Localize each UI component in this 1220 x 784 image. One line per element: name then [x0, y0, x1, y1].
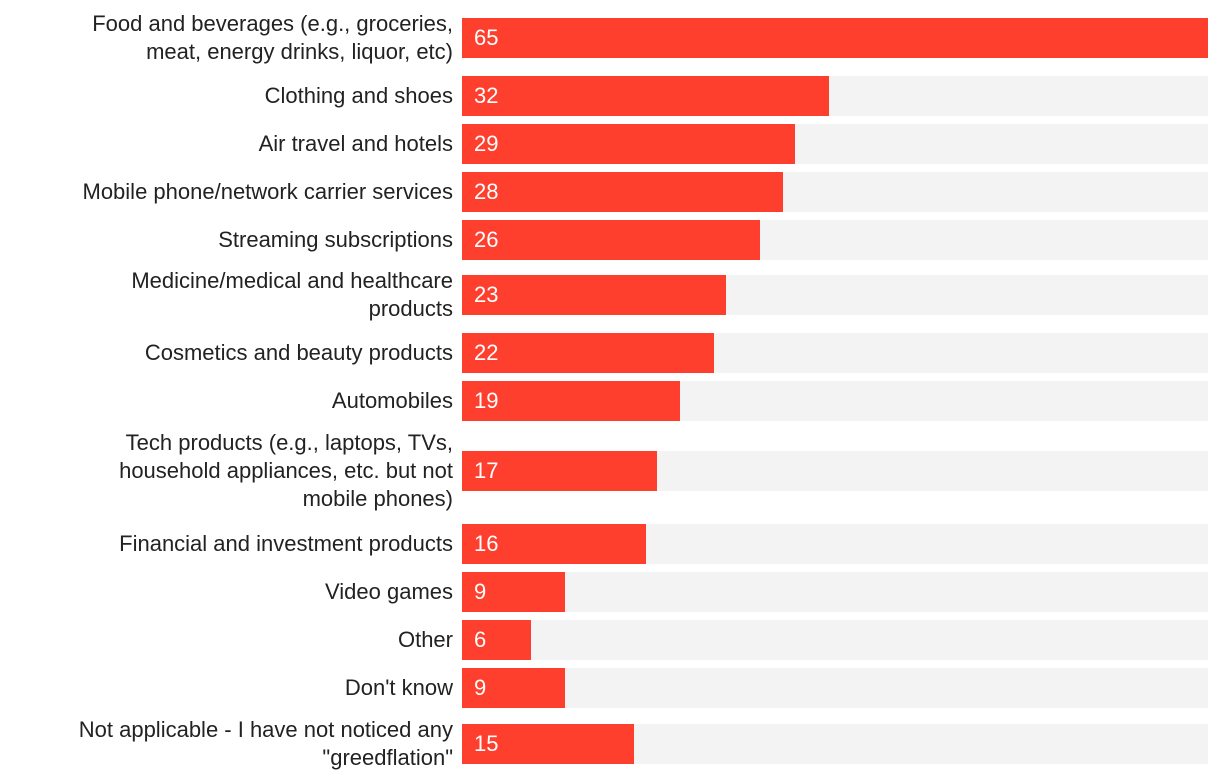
bar-track: 6	[462, 620, 1208, 660]
bar-track: 15	[462, 724, 1208, 764]
bar-row: Tech products (e.g., laptops, TVs, house…	[0, 429, 1220, 513]
category-label: Cosmetics and beauty products	[144, 340, 453, 365]
category-label: Tech products (e.g., laptops, TVs, house…	[119, 430, 453, 511]
value-label: 32	[474, 83, 499, 108]
value-label: 15	[474, 731, 499, 756]
bar-track: 9	[462, 668, 1208, 708]
bar	[462, 451, 658, 491]
bar-row: Financial and investment products 16	[0, 524, 1220, 564]
value-label: 6	[474, 627, 487, 652]
bar-track: 16	[462, 524, 1208, 564]
category-label: Clothing and shoes	[264, 83, 453, 108]
bar-track: 29	[462, 124, 1208, 164]
bar-row: Air travel and hotels 29	[0, 124, 1220, 164]
value-label: 16	[474, 531, 499, 556]
bar	[462, 18, 1208, 58]
value-label: 29	[474, 131, 499, 156]
bar	[462, 76, 830, 116]
bar-track: 17	[462, 451, 1208, 491]
bar-track: 23	[462, 275, 1208, 315]
bar	[462, 172, 784, 212]
bar-track: 9	[462, 572, 1208, 612]
bar	[462, 220, 761, 260]
bar-row: Clothing and shoes 32	[0, 76, 1220, 116]
bar-track: 32	[462, 76, 1208, 116]
bar-track: 26	[462, 220, 1208, 260]
category-label: Streaming subscriptions	[218, 227, 453, 252]
bar	[462, 124, 795, 164]
category-label: Mobile phone/network carrier services	[82, 179, 454, 204]
bar-track: 65	[462, 18, 1208, 58]
bar-row: Food and beverages (e.g., groceries, mea…	[0, 10, 1220, 66]
bar-row: Cosmetics and beauty products 22	[0, 333, 1220, 373]
bar-row: Don't know 9	[0, 668, 1220, 708]
category-label: Air travel and hotels	[258, 131, 453, 156]
bar-row: Medicine/medical and healthcare products…	[0, 267, 1220, 323]
category-label: Medicine/medical and healthcare products	[131, 268, 453, 321]
value-label: 22	[474, 340, 499, 365]
bar	[462, 620, 531, 660]
value-label: 65	[474, 25, 499, 50]
value-label: 23	[474, 282, 499, 307]
category-label: Other	[397, 627, 453, 652]
bar	[462, 333, 715, 373]
category-label: Food and beverages (e.g., groceries, mea…	[92, 11, 453, 64]
bar	[462, 572, 566, 612]
category-label: Not applicable - I have not noticed any …	[78, 717, 453, 770]
bar-track: 19	[462, 381, 1208, 421]
value-label: 26	[474, 227, 499, 252]
bar	[462, 381, 681, 421]
bar	[462, 724, 635, 764]
bar	[462, 668, 566, 708]
bar-row: Other 6	[0, 620, 1220, 660]
bar-row: Automobiles 19	[0, 381, 1220, 421]
category-label: Financial and investment products	[119, 531, 453, 556]
bar-row: Video games 9	[0, 572, 1220, 612]
category-label: Don't know	[344, 675, 453, 700]
bar	[462, 275, 726, 315]
bar-track: 28	[462, 172, 1208, 212]
bar-track: 22	[462, 333, 1208, 373]
value-label: 9	[474, 675, 487, 700]
bar-row: Not applicable - I have not noticed any …	[0, 716, 1220, 772]
category-label: Video games	[324, 579, 453, 604]
value-label: 28	[474, 179, 499, 204]
value-label: 19	[474, 388, 499, 413]
value-label: 17	[474, 458, 499, 483]
bar-row: Mobile phone/network carrier services 28	[0, 172, 1220, 212]
value-label: 9	[474, 579, 487, 604]
category-label: Automobiles	[331, 388, 453, 413]
bar	[462, 524, 646, 564]
bar-row: Streaming subscriptions 26	[0, 220, 1220, 260]
